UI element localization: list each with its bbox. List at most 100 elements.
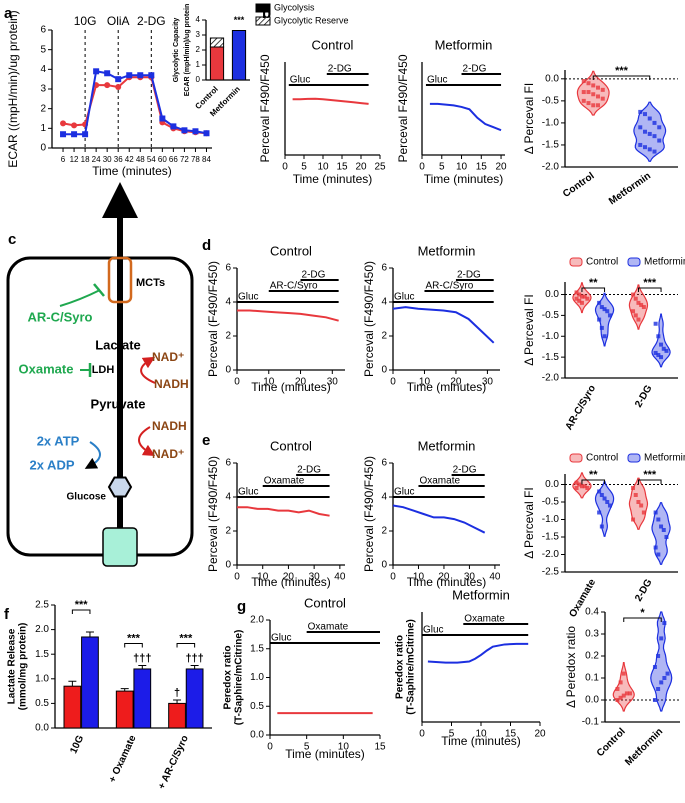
point	[638, 125, 643, 130]
point	[656, 654, 661, 658]
bar	[81, 636, 99, 729]
diagram: c MCTs AR-C/Syro Lactate Oxamate LDH NAD…	[6, 182, 194, 567]
point	[659, 342, 664, 347]
treatment-label: Gluc	[238, 487, 259, 498]
x-axis-label: Time (minutes)	[407, 575, 487, 589]
x-axis-label: Time (minutes)	[441, 734, 521, 748]
point	[602, 307, 607, 312]
x-tick-label: 15	[505, 729, 517, 740]
significance-label: ***	[643, 469, 657, 481]
point	[595, 85, 600, 90]
point	[615, 687, 620, 691]
marker	[137, 72, 144, 79]
inhibitor-bar	[93, 283, 105, 297]
x-tick-label: 36	[114, 155, 123, 164]
y-axis-label: (T-Saphire/mCitrine)	[406, 619, 417, 715]
y-tick-label: 0.4	[585, 607, 599, 618]
point	[581, 98, 586, 103]
x-tick-label: 10	[475, 729, 487, 740]
legend-swatch	[569, 257, 583, 267]
y-axis-label: Perceval F490/F450	[396, 54, 410, 162]
point	[574, 486, 579, 490]
point	[652, 149, 657, 154]
point	[638, 142, 643, 147]
y-tick-label: 1.0	[35, 673, 49, 684]
point	[574, 296, 579, 301]
significance-bracket	[124, 643, 143, 648]
bar	[133, 668, 152, 729]
panel-letter: c	[8, 231, 16, 248]
x-axis-label: Time (minutes)	[251, 575, 331, 589]
point	[662, 621, 667, 625]
diagram-label: Oxamate	[19, 361, 74, 376]
y-axis-label: Perceval (F490/F450)	[206, 261, 220, 377]
x-axis-label: Time (minutes)	[293, 172, 373, 186]
x-tick-label: Control	[595, 726, 628, 759]
x-tick-label: 72	[180, 155, 189, 164]
x-axis-label: Time (minutes)	[424, 172, 504, 186]
error-bar	[85, 631, 94, 637]
point	[656, 334, 661, 339]
y-axis-label: (T-Saphire/mCitrine)	[234, 630, 245, 726]
treatment-label: Gluc	[290, 75, 311, 86]
treatment-label: Gluc	[238, 292, 259, 303]
chart-title: Control	[304, 595, 346, 610]
marker	[115, 84, 122, 91]
error-bar	[190, 665, 199, 669]
x-tick-label: 24	[92, 155, 101, 164]
x-tick-label: AR-C/Syro	[564, 383, 599, 432]
y-tick-label: 3	[196, 30, 201, 39]
point	[633, 313, 638, 318]
x-tick-label: 0	[234, 572, 240, 583]
y-tick-label: -1.0	[542, 118, 560, 129]
point	[577, 482, 582, 487]
data-line	[392, 306, 495, 344]
y-tick-label: -0.5	[542, 96, 560, 107]
point	[597, 510, 602, 515]
x-tick-label: 5	[449, 729, 455, 740]
y-tick-label: 2.0	[35, 624, 49, 635]
y-tick-label: 1.0	[250, 672, 264, 683]
point	[574, 290, 579, 295]
cell	[6, 256, 194, 557]
x-tick-label: 30	[464, 572, 476, 583]
legend-swatch	[569, 453, 583, 463]
point	[581, 79, 586, 84]
x-tick-label: 10	[263, 377, 275, 388]
significance-label: ***	[127, 632, 141, 644]
y-axis-label: Δ Perceval FI	[522, 487, 536, 558]
point	[661, 346, 666, 351]
significance-bracket	[176, 643, 196, 648]
legend-label: Control	[586, 257, 618, 268]
point	[599, 524, 604, 529]
y-tick-label: -2.5	[542, 567, 560, 578]
y-tick-label: 0.0	[545, 289, 559, 300]
marker	[93, 68, 100, 75]
data-line	[392, 504, 486, 534]
y-tick-label: -2.0	[542, 162, 560, 173]
diagram-label: 2x ADP	[29, 457, 74, 472]
cofactor-arrow	[138, 426, 156, 457]
treatment-label: Oxamate	[308, 622, 349, 633]
error-bar	[138, 665, 147, 669]
chart-title: Control	[270, 243, 312, 258]
x-tick-label: 5	[301, 162, 307, 173]
significance-label: *	[640, 607, 645, 619]
point	[657, 138, 662, 143]
point	[631, 486, 636, 490]
point	[652, 665, 657, 669]
y-tick-label: 2	[40, 103, 46, 114]
panel-letter: g	[237, 598, 246, 615]
x-tick-label: 60	[158, 155, 167, 164]
y-tick-label: 4	[225, 297, 231, 308]
y-tick-label: 4	[381, 492, 387, 503]
point	[633, 493, 638, 497]
y-axis-label: Perceval (F490/F450)	[362, 456, 376, 572]
x-tick-label: 10	[317, 162, 329, 173]
point	[653, 350, 658, 355]
marker	[71, 131, 78, 138]
point	[602, 496, 607, 501]
data-line	[292, 97, 369, 105]
y-tick-label: 1	[196, 60, 201, 69]
x-tick-label: 0	[390, 572, 396, 583]
